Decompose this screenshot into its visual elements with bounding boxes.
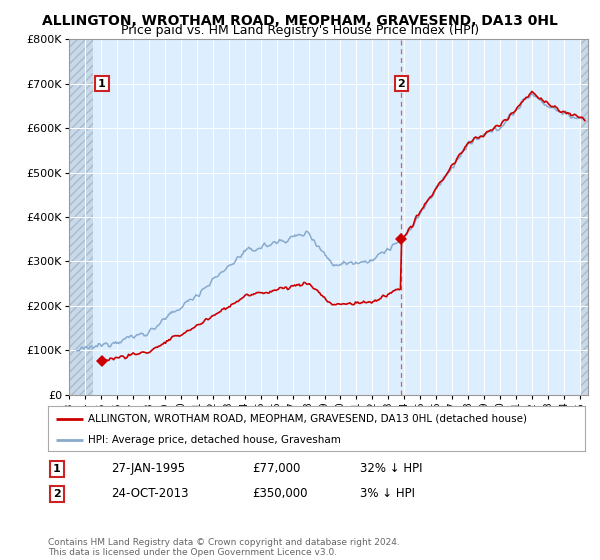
Text: ALLINGTON, WROTHAM ROAD, MEOPHAM, GRAVESEND, DA13 0HL: ALLINGTON, WROTHAM ROAD, MEOPHAM, GRAVES… bbox=[42, 14, 558, 28]
Text: 32% ↓ HPI: 32% ↓ HPI bbox=[360, 462, 422, 475]
Text: 2: 2 bbox=[53, 489, 61, 499]
Text: 1: 1 bbox=[53, 464, 61, 474]
Text: ALLINGTON, WROTHAM ROAD, MEOPHAM, GRAVESEND, DA13 0HL (detached house): ALLINGTON, WROTHAM ROAD, MEOPHAM, GRAVES… bbox=[88, 413, 527, 423]
Text: 1: 1 bbox=[98, 78, 106, 88]
Text: 2: 2 bbox=[397, 78, 405, 88]
Text: £350,000: £350,000 bbox=[252, 487, 308, 501]
Bar bbox=[580, 39, 588, 395]
Bar bbox=[69, 39, 93, 395]
Text: 24-OCT-2013: 24-OCT-2013 bbox=[111, 487, 188, 501]
Text: Price paid vs. HM Land Registry's House Price Index (HPI): Price paid vs. HM Land Registry's House … bbox=[121, 24, 479, 37]
Text: £77,000: £77,000 bbox=[252, 462, 301, 475]
Text: 27-JAN-1995: 27-JAN-1995 bbox=[111, 462, 185, 475]
Text: 3% ↓ HPI: 3% ↓ HPI bbox=[360, 487, 415, 501]
Text: Contains HM Land Registry data © Crown copyright and database right 2024.
This d: Contains HM Land Registry data © Crown c… bbox=[48, 538, 400, 557]
Text: HPI: Average price, detached house, Gravesham: HPI: Average price, detached house, Grav… bbox=[88, 435, 341, 445]
